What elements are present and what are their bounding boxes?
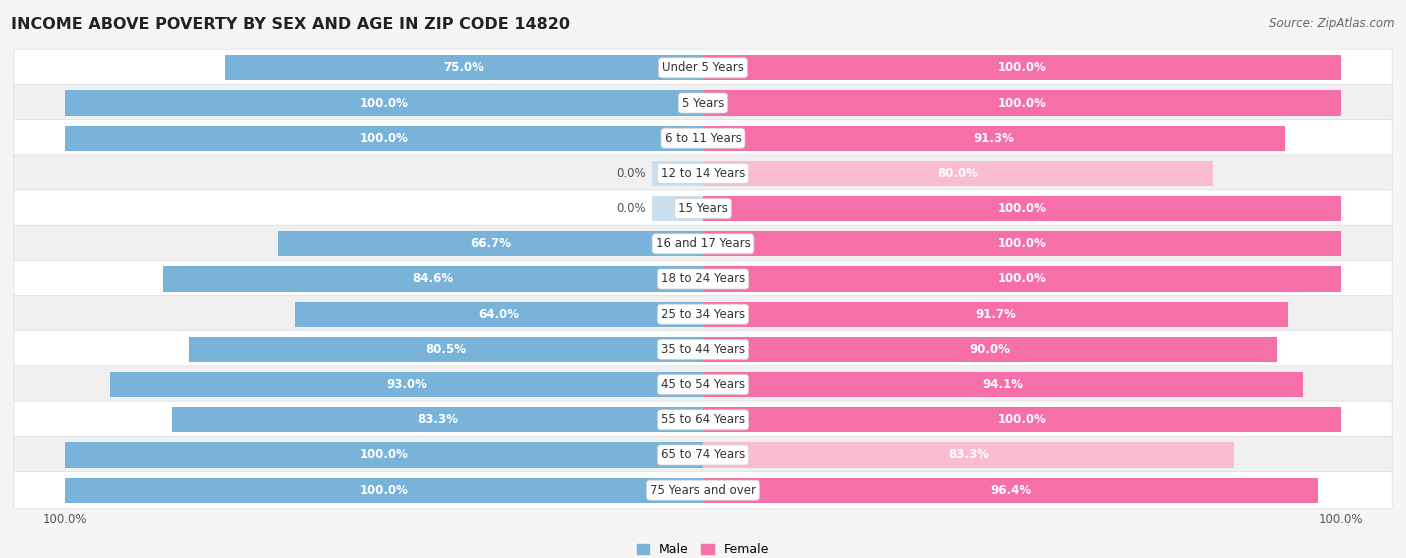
Text: 93.0%: 93.0% [385,378,427,391]
Bar [65,442,703,468]
Text: 100.0%: 100.0% [360,97,409,109]
FancyBboxPatch shape [14,296,1392,333]
Bar [703,231,1341,257]
Bar [703,478,1317,503]
Text: 55 to 64 Years: 55 to 64 Years [661,413,745,426]
Text: 16 and 17 Years: 16 and 17 Years [655,237,751,251]
FancyBboxPatch shape [14,119,1392,157]
Legend: Male, Female: Male, Female [631,538,775,558]
Text: 12 to 14 Years: 12 to 14 Years [661,167,745,180]
Bar [190,336,703,362]
Bar [703,372,1303,397]
FancyBboxPatch shape [14,261,1392,297]
Bar [277,231,703,257]
Bar [703,55,1341,80]
Bar [703,126,1285,151]
Text: 83.3%: 83.3% [948,449,990,461]
Text: Under 5 Years: Under 5 Years [662,61,744,74]
Text: 100.0%: 100.0% [997,61,1046,74]
Text: 100.0%: 100.0% [360,484,409,497]
Bar [703,301,1288,327]
Bar [703,442,1234,468]
Text: 75.0%: 75.0% [443,61,484,74]
Bar [703,90,1341,116]
Bar [652,196,703,222]
Bar [163,266,703,292]
FancyBboxPatch shape [14,190,1392,227]
Text: 0.0%: 0.0% [616,167,645,180]
Text: 35 to 44 Years: 35 to 44 Years [661,343,745,356]
Text: 18 to 24 Years: 18 to 24 Years [661,272,745,286]
Text: 15 Years: 15 Years [678,202,728,215]
FancyBboxPatch shape [14,331,1392,368]
Text: 65 to 74 Years: 65 to 74 Years [661,449,745,461]
FancyBboxPatch shape [14,225,1392,262]
Bar [703,336,1277,362]
Bar [652,161,703,186]
Bar [65,478,703,503]
FancyBboxPatch shape [14,401,1392,439]
Text: 0.0%: 0.0% [616,202,645,215]
FancyBboxPatch shape [14,472,1392,509]
Text: 100.0%: 100.0% [997,272,1046,286]
Text: 100.0%: 100.0% [360,132,409,145]
Bar [65,126,703,151]
Bar [110,372,703,397]
Text: 94.1%: 94.1% [983,378,1024,391]
Text: 80.5%: 80.5% [426,343,467,356]
Text: 83.3%: 83.3% [416,413,458,426]
Text: 64.0%: 64.0% [478,307,519,321]
Text: 100.0%: 100.0% [997,413,1046,426]
Text: 45 to 54 Years: 45 to 54 Years [661,378,745,391]
Bar [703,407,1341,432]
Bar [703,266,1341,292]
Bar [703,196,1341,222]
Bar [65,90,703,116]
Text: 80.0%: 80.0% [938,167,979,180]
Text: Source: ZipAtlas.com: Source: ZipAtlas.com [1270,17,1395,30]
Text: 100.0%: 100.0% [360,449,409,461]
Bar [225,55,703,80]
Text: 5 Years: 5 Years [682,97,724,109]
Text: 91.3%: 91.3% [974,132,1015,145]
Text: 84.6%: 84.6% [412,272,454,286]
Bar [295,301,703,327]
Text: 75 Years and over: 75 Years and over [650,484,756,497]
FancyBboxPatch shape [14,436,1392,474]
Text: 100.0%: 100.0% [997,202,1046,215]
Text: 25 to 34 Years: 25 to 34 Years [661,307,745,321]
FancyBboxPatch shape [14,155,1392,192]
Bar [172,407,703,432]
Text: 90.0%: 90.0% [970,343,1011,356]
Text: 100.0%: 100.0% [997,237,1046,251]
Text: 66.7%: 66.7% [470,237,510,251]
FancyBboxPatch shape [14,84,1392,122]
FancyBboxPatch shape [14,366,1392,403]
Text: 91.7%: 91.7% [974,307,1017,321]
Text: 96.4%: 96.4% [990,484,1031,497]
Bar [703,161,1213,186]
Text: 6 to 11 Years: 6 to 11 Years [665,132,741,145]
Text: 100.0%: 100.0% [997,97,1046,109]
Text: INCOME ABOVE POVERTY BY SEX AND AGE IN ZIP CODE 14820: INCOME ABOVE POVERTY BY SEX AND AGE IN Z… [11,17,571,32]
FancyBboxPatch shape [14,49,1392,86]
